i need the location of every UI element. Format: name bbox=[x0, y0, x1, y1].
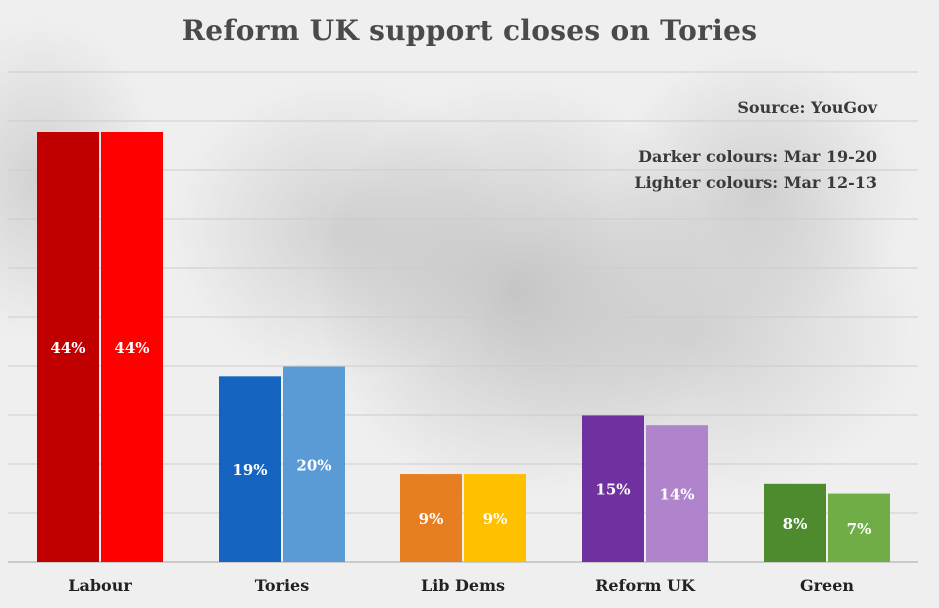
bar-value-labels: 44% 44% 19% 20% 9% 9% 15% 14% 8% 7% bbox=[50, 339, 871, 538]
category-labels: Labour Tories Lib Dems Reform UK Green bbox=[68, 576, 854, 595]
category-label: Labour bbox=[68, 576, 132, 595]
bars bbox=[37, 132, 890, 562]
category-label: Green bbox=[800, 576, 854, 595]
legend-light: Lighter colours: Mar 12-13 bbox=[634, 173, 877, 192]
category-label: Reform UK bbox=[595, 576, 696, 595]
bar-labour-dark bbox=[37, 132, 99, 562]
legend-dark: Darker colours: Mar 19-20 bbox=[638, 147, 877, 166]
bar-value-label: 44% bbox=[50, 339, 85, 357]
bar-green-light bbox=[828, 493, 890, 562]
bar-value-label: 20% bbox=[296, 456, 331, 474]
category-label: Tories bbox=[255, 576, 309, 595]
bar-reform-uk-light bbox=[646, 425, 708, 562]
bar-reform-uk-dark bbox=[582, 415, 644, 562]
bar-tories-light bbox=[283, 366, 345, 562]
bar-labour-light bbox=[101, 132, 163, 562]
bar-value-label: 44% bbox=[114, 339, 149, 357]
bar-value-label: 19% bbox=[232, 461, 267, 479]
bar-value-label: 14% bbox=[659, 486, 694, 504]
bar-tories-dark bbox=[219, 376, 281, 562]
chart-title: Reform UK support closes on Tories bbox=[181, 14, 758, 47]
bar-lib-dems-light bbox=[464, 474, 526, 562]
bar-value-label: 8% bbox=[783, 515, 808, 533]
bar-value-label: 15% bbox=[595, 481, 630, 499]
bar-lib-dems-dark bbox=[400, 474, 462, 562]
bar-value-label: 9% bbox=[419, 510, 444, 528]
bar-green-dark bbox=[764, 483, 826, 562]
bar-value-label: 7% bbox=[847, 520, 872, 538]
bar-value-label: 9% bbox=[483, 510, 508, 528]
source-note: Source: YouGov bbox=[737, 98, 877, 117]
category-label: Lib Dems bbox=[421, 576, 505, 595]
